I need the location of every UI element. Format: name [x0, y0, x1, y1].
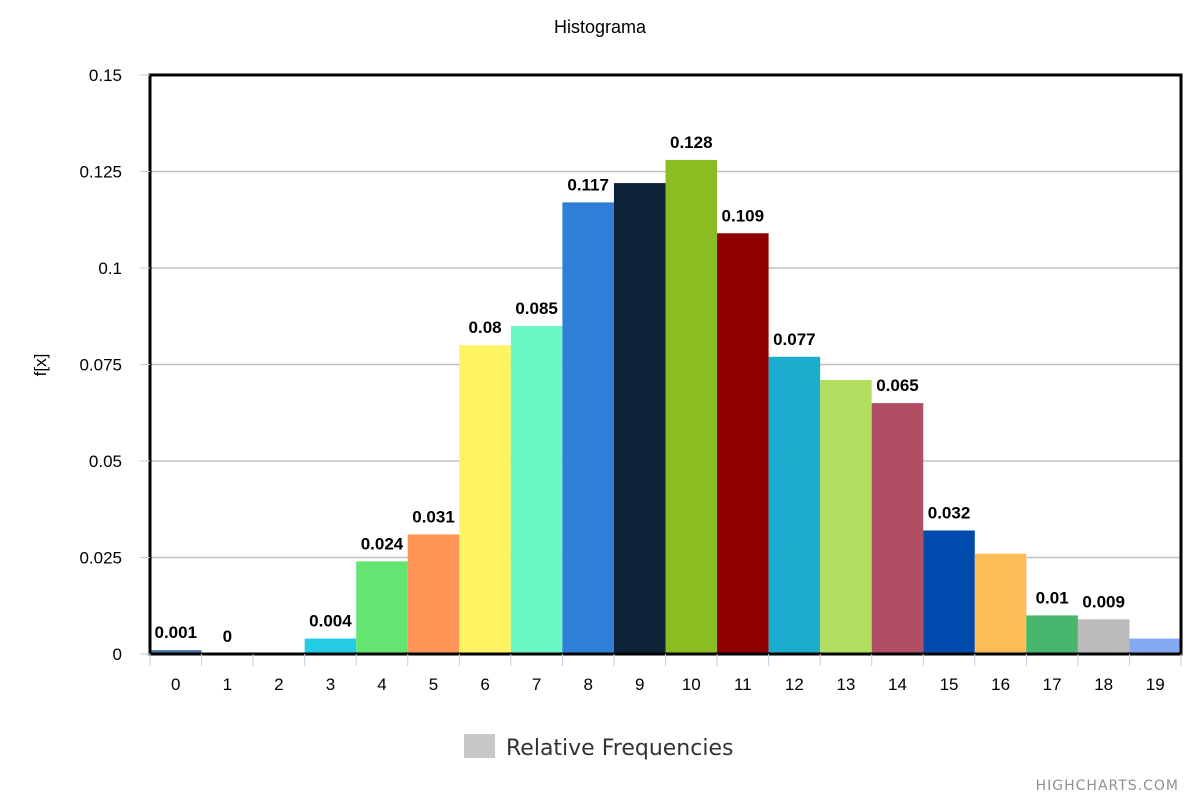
- bar: [613, 183, 666, 654]
- bar: [562, 202, 614, 654]
- x-tick-label: 16: [991, 675, 1010, 694]
- data-label: 0.032: [928, 503, 971, 522]
- data-label: 0.085: [515, 299, 558, 318]
- bar: [923, 530, 975, 654]
- legend[interactable]: Relative Frequencies: [464, 734, 733, 761]
- bar: [304, 638, 357, 654]
- y-tick-label: 0.15: [89, 66, 122, 85]
- x-tick-label: 17: [1043, 675, 1062, 694]
- x-tick-label: 11: [734, 675, 752, 694]
- bar: [820, 379, 872, 654]
- y-tick-label: 0: [113, 645, 122, 664]
- y-axis: 0 0.025 0.05 0.075 0.1 0.125 0.15: [79, 66, 150, 664]
- y-tick-label: 0.05: [89, 452, 122, 471]
- credits-link[interactable]: HIGHCHARTS.COM: [1036, 778, 1179, 794]
- x-tick-label: 13: [836, 675, 855, 694]
- data-label: 0.109: [722, 206, 765, 225]
- x-tick-label: 15: [940, 675, 959, 694]
- x-tick-label: 6: [480, 675, 489, 694]
- data-label: 0.128: [670, 133, 713, 152]
- x-tick-label: 3: [326, 675, 335, 694]
- y-tick-label: 0.075: [79, 356, 122, 375]
- y-tick-label: 0.025: [79, 549, 122, 568]
- bar: [768, 356, 821, 654]
- bar: [871, 403, 924, 654]
- data-labels: 0.001 0 0.004 0.024 0.031 0.08 0.085 0.117 0.128…: [155, 133, 1125, 646]
- data-label: 0.077: [773, 330, 816, 349]
- data-label: 0: [223, 627, 232, 646]
- data-label: 0.001: [155, 623, 198, 642]
- data-label: 0.117: [567, 175, 609, 194]
- x-tick-label: 1: [223, 675, 232, 694]
- y-tick-label: 0.125: [79, 163, 122, 182]
- bars: [150, 159, 1181, 655]
- x-tick-label: 0: [171, 675, 180, 694]
- bar: [665, 159, 718, 655]
- x-tick-label: 10: [682, 675, 701, 694]
- data-label: 0.024: [361, 534, 404, 553]
- legend-swatch[interactable]: [464, 734, 495, 758]
- bar: [407, 534, 460, 654]
- y-axis-title: f[x]: [31, 354, 50, 377]
- data-label: 0.08: [469, 318, 502, 337]
- data-label: 0.004: [309, 612, 352, 631]
- x-tick-label: 4: [377, 675, 386, 694]
- data-label: 0.065: [876, 376, 919, 395]
- x-tick-label: 19: [1146, 675, 1165, 694]
- x-tick-label: 8: [583, 675, 592, 694]
- chart-title: Histograma: [554, 17, 647, 37]
- x-tick-label: 18: [1094, 675, 1113, 694]
- bar: [1077, 619, 1130, 654]
- x-tick-label: 12: [785, 675, 804, 694]
- x-tick-label: 14: [888, 675, 907, 694]
- x-tick-label: 5: [429, 675, 438, 694]
- bar: [459, 345, 511, 654]
- x-tick-label: 7: [532, 675, 541, 694]
- bar: [1129, 638, 1181, 654]
- bar: [356, 561, 408, 654]
- x-axis: 0 1 2 3 4 5 6 7 8 9 10 11 12 13 14 15 16 17 18 19: [149, 654, 1182, 694]
- x-tick-label: 9: [635, 675, 644, 694]
- x-tick-label: 2: [274, 675, 283, 694]
- bar: [510, 325, 563, 654]
- y-tick-label: 0.1: [98, 259, 122, 278]
- bar: [150, 650, 202, 654]
- data-label: 0.01: [1036, 588, 1069, 607]
- bar: [1026, 615, 1078, 654]
- bar: [974, 553, 1027, 654]
- legend-label[interactable]: Relative Frequencies: [506, 736, 733, 761]
- data-label: 0.031: [412, 507, 455, 526]
- bar: [717, 233, 769, 654]
- data-label: 0.009: [1082, 592, 1125, 611]
